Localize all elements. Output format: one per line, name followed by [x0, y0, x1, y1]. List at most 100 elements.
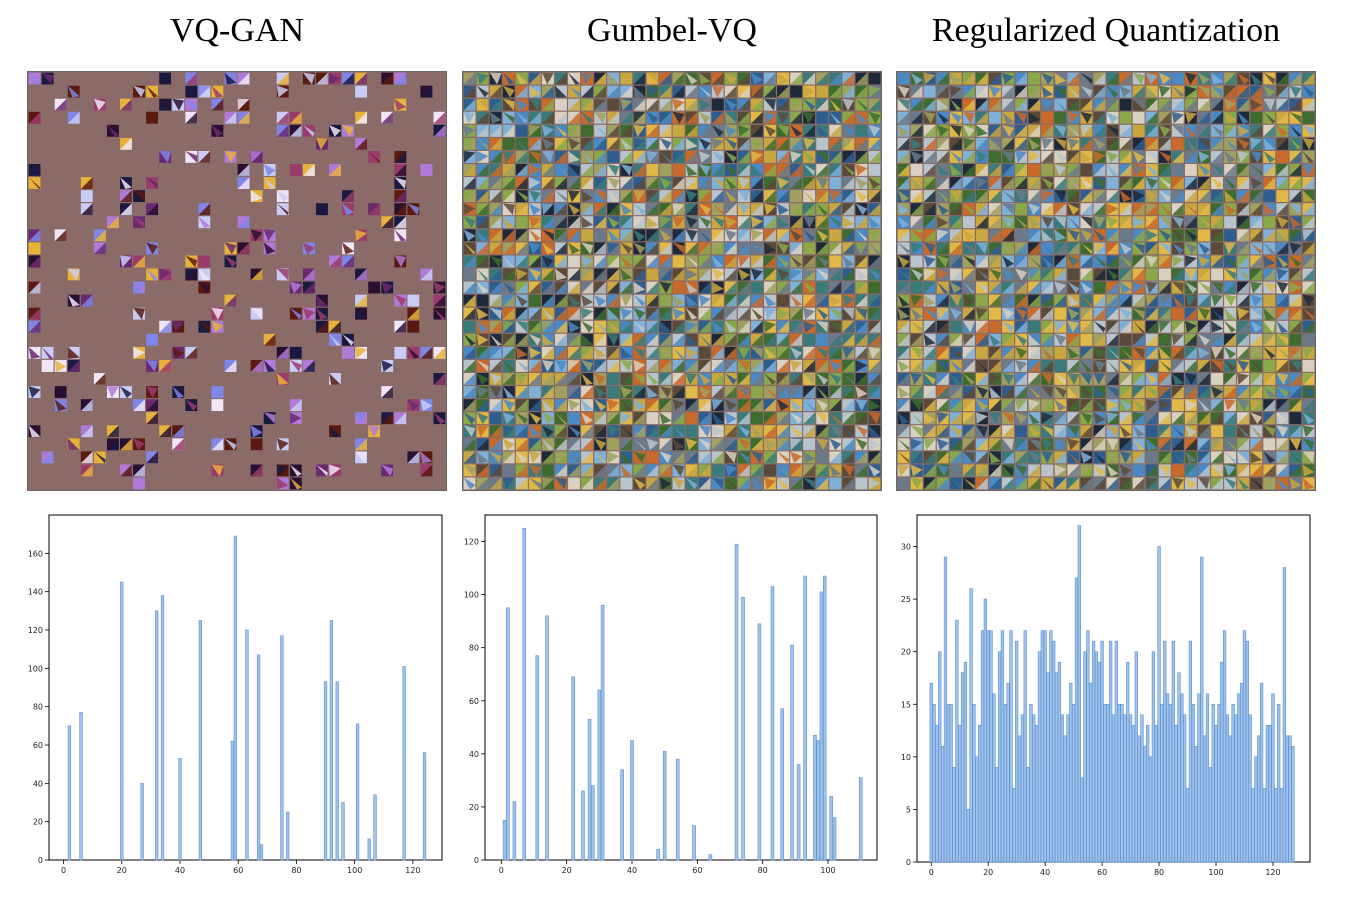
codebook-patch [93, 373, 106, 385]
codebook-patch [1145, 320, 1158, 333]
codebook-patch [659, 359, 672, 372]
codebook-patch [1054, 164, 1067, 176]
codebook-patch [555, 177, 567, 189]
codebook-patch [1119, 320, 1132, 333]
codebook-patch [790, 281, 803, 294]
codebook-patch [975, 85, 988, 98]
codebook-patch [133, 307, 145, 320]
codebook-patch [420, 464, 433, 477]
codebook-patch [1198, 216, 1210, 229]
codebook-patch [607, 386, 620, 398]
codebook-patch [120, 464, 132, 477]
codebook-patch [1198, 164, 1210, 176]
codebook-patch [1171, 137, 1184, 150]
codebook-patch [211, 124, 224, 137]
histogram-bar [992, 693, 996, 863]
codebook-patch [1289, 124, 1302, 137]
codebook-patch [355, 229, 368, 242]
histogram-bar [1231, 703, 1235, 863]
codebook-patch [515, 255, 528, 268]
codebook-patch [1119, 85, 1132, 98]
codebook-patch [433, 124, 446, 137]
codebook-patch [975, 98, 988, 111]
codebook-patch [659, 216, 672, 229]
codebook-patch [949, 412, 962, 425]
codebook-patch [489, 124, 502, 137]
codebook-patch [1263, 438, 1276, 451]
codebook-patch [1250, 203, 1263, 216]
codebook-patch [1119, 399, 1132, 412]
codebook-patch [1289, 373, 1302, 385]
codebook-patch [146, 268, 159, 281]
histogram-bar [816, 740, 820, 861]
codebook-patch [41, 346, 54, 359]
codebook-patch [975, 72, 988, 85]
codebook-patch [159, 268, 172, 281]
codebook-patch [724, 137, 737, 150]
codebook-patch [737, 229, 750, 242]
codebook-patch [1002, 464, 1014, 477]
codebook-patch [790, 124, 803, 137]
codebook-patch [1289, 72, 1302, 85]
histogram-bar [1117, 703, 1121, 863]
histogram-bar [1063, 735, 1067, 863]
codebook-patch [394, 190, 407, 203]
codebook-patch [685, 438, 698, 451]
codebook-patch [711, 137, 724, 150]
codebook-patch [1145, 412, 1158, 425]
codebook-patch [1158, 425, 1171, 438]
codebook-patch [659, 294, 672, 307]
codebook-patch [672, 190, 685, 203]
codebook-patch [803, 373, 816, 385]
codebook-patch [1224, 85, 1237, 98]
codebook-patch [646, 333, 659, 346]
codebook-patch [1041, 255, 1054, 268]
codebook-patch [790, 412, 803, 425]
codebook-patch [962, 98, 975, 111]
codebook-patch [855, 281, 868, 294]
codebook-patch [724, 307, 737, 320]
codebook-patch [829, 255, 842, 268]
codebook-patch [1093, 150, 1106, 163]
codebook-patch [607, 203, 620, 216]
codebook-patch [910, 386, 923, 398]
codebook-patch [93, 242, 106, 255]
codebook-patch [633, 111, 646, 124]
histogram-bar [1257, 735, 1261, 863]
codebook-patch [1224, 190, 1237, 203]
codebook-patch [407, 320, 420, 333]
histogram-bar [1109, 640, 1113, 863]
histogram-bar [502, 819, 507, 861]
codebook-patch [803, 242, 816, 255]
codebook-patch [698, 412, 711, 425]
codebook-patch [685, 399, 698, 412]
codebook-patch [528, 333, 541, 346]
codebook-patch [855, 451, 868, 464]
codebook-patch [1184, 307, 1197, 320]
codebook-patch [250, 229, 263, 242]
codebook-patch [764, 216, 776, 229]
codebook-patch [764, 190, 776, 203]
codebook-patch [1184, 229, 1197, 242]
histogram-bar [822, 575, 827, 861]
codebook-patch [120, 190, 132, 203]
codebook-patch [1302, 346, 1315, 359]
codebook-patch [1184, 216, 1197, 229]
histogram-bar [512, 801, 517, 861]
codebook-patch [555, 255, 567, 268]
codebook-patch [1041, 373, 1054, 385]
codebook-patch [829, 98, 842, 111]
codebook-patch [949, 111, 962, 124]
y-tick-label: 20 [901, 648, 911, 657]
codebook-patch [698, 281, 711, 294]
codebook-patch [777, 164, 789, 176]
codebook-patch [463, 307, 476, 320]
codebook-patch [1041, 190, 1054, 203]
histogram-bar [1032, 714, 1036, 863]
codebook-patch [962, 124, 975, 137]
codebook-patch [476, 294, 489, 307]
codebook-patch [1171, 177, 1184, 189]
codebook-patch [1158, 229, 1171, 242]
codebook-patch [724, 164, 737, 176]
codebook-patch [568, 294, 580, 307]
